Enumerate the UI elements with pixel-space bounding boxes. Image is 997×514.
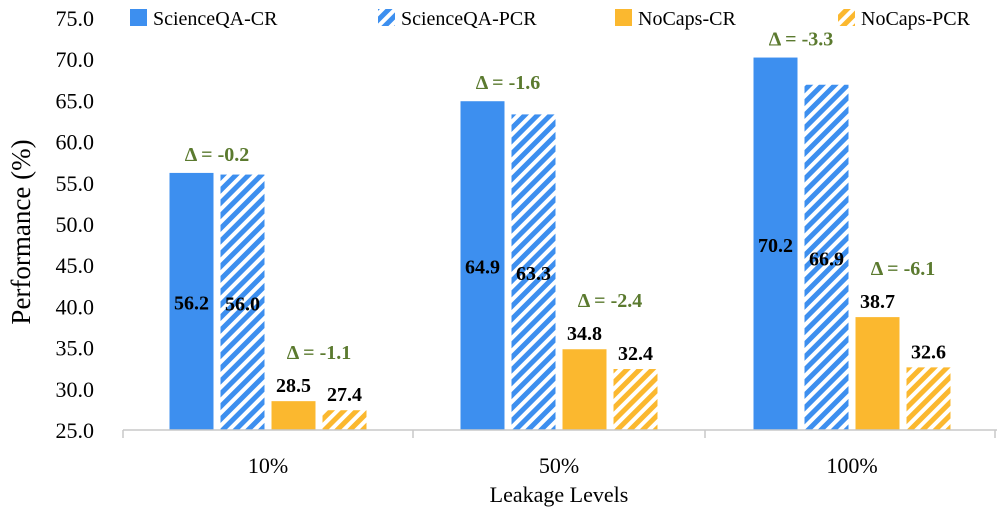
x-tick-label: 50% <box>539 453 579 478</box>
value-label: 32.6 <box>911 341 946 363</box>
bar-nocaps-pcr <box>906 367 951 430</box>
x-tick-label: 100% <box>826 453 877 478</box>
x-tick-label: 10% <box>248 453 288 478</box>
bar-scienceqa-pcr <box>511 114 556 431</box>
y-tick-label: 60.0 <box>56 130 95 155</box>
legend-item-nocaps-cr: NoCaps-CR <box>615 8 736 30</box>
data-labels: 56.2 64.9 70.2 56.0 63.3 66.9 28.5 34.8 38.7 27.4… <box>174 29 946 407</box>
value-label: 64.9 <box>465 257 500 279</box>
bar-nocaps-pcr <box>613 369 658 430</box>
legend-item-nocaps-pcr: NoCaps-PCR <box>838 8 971 30</box>
legend-label: ScienceQA-CR <box>153 8 278 30</box>
legend-label: NoCaps-CR <box>638 8 736 30</box>
legend-label: ScienceQA-PCR <box>401 8 537 30</box>
bar-scienceqa-cr <box>169 172 214 431</box>
delta-annotation-nocaps: Δ = -6.1 <box>871 258 936 280</box>
delta-annotation-scienceqa: Δ = -1.6 <box>476 72 541 94</box>
y-tick-label: 45.0 <box>56 253 95 278</box>
y-tick-label: 35.0 <box>56 336 95 361</box>
bar-nocaps-pcr <box>322 410 367 430</box>
legend-swatch <box>378 9 395 26</box>
delta-annotation-scienceqa: Δ = -0.2 <box>185 144 250 166</box>
bar-scienceqa-pcr <box>220 174 265 430</box>
value-label: 38.7 <box>860 291 895 313</box>
legend-swatch <box>838 9 855 26</box>
x-axis-title: Leakage Levels <box>490 482 629 507</box>
legend: ScienceQA-CR ScienceQA-PCR NoCaps-CR NoCaps… <box>130 8 971 30</box>
value-label: 56.2 <box>174 292 209 314</box>
delta-annotation-nocaps: Δ = -2.4 <box>578 290 643 312</box>
legend-item-scienceqa-pcr: ScienceQA-PCR <box>378 8 537 30</box>
value-label: 66.9 <box>809 248 844 270</box>
y-tick-label: 50.0 <box>56 212 95 237</box>
x-axis: 10% 50% 100% <box>122 429 997 478</box>
value-label: 70.2 <box>758 235 793 257</box>
delta-annotation-nocaps: Δ = -1.1 <box>287 342 352 364</box>
bar-nocaps-cr <box>562 349 607 430</box>
y-tick-label: 30.0 <box>56 377 95 402</box>
y-tick-label: 75.0 <box>56 6 95 31</box>
bar-scienceqa-pcr <box>804 84 849 430</box>
bar-scienceqa-cr <box>460 101 505 430</box>
bars <box>169 57 951 431</box>
y-tick-label: 40.0 <box>56 294 95 319</box>
bar-nocaps-cr <box>855 317 900 430</box>
value-label: 27.4 <box>327 384 362 406</box>
legend-item-scienceqa-cr: ScienceQA-CR <box>130 8 278 30</box>
legend-swatch <box>615 9 632 26</box>
y-tick-label: 65.0 <box>56 88 95 113</box>
value-label: 56.0 <box>225 293 260 315</box>
value-label: 32.4 <box>618 343 653 365</box>
bar-scienceqa-cr <box>753 57 798 430</box>
delta-annotation-scienceqa: Δ = -3.3 <box>769 29 834 51</box>
y-axis-title: Performance (%) <box>6 139 36 324</box>
value-label: 34.8 <box>567 323 602 345</box>
value-label: 63.3 <box>516 263 551 285</box>
legend-swatch <box>130 9 147 26</box>
legend-label: NoCaps-PCR <box>861 8 971 30</box>
y-tick-label: 25.0 <box>56 418 95 443</box>
bar-nocaps-cr <box>271 401 316 430</box>
value-label: 28.5 <box>276 375 311 397</box>
y-tick-label: 70.0 <box>56 47 95 72</box>
y-axis-ticks: 25.0 30.0 35.0 40.0 45.0 50.0 55.0 60.0 65.0 70.0… <box>56 6 95 443</box>
y-tick-label: 55.0 <box>56 171 95 196</box>
